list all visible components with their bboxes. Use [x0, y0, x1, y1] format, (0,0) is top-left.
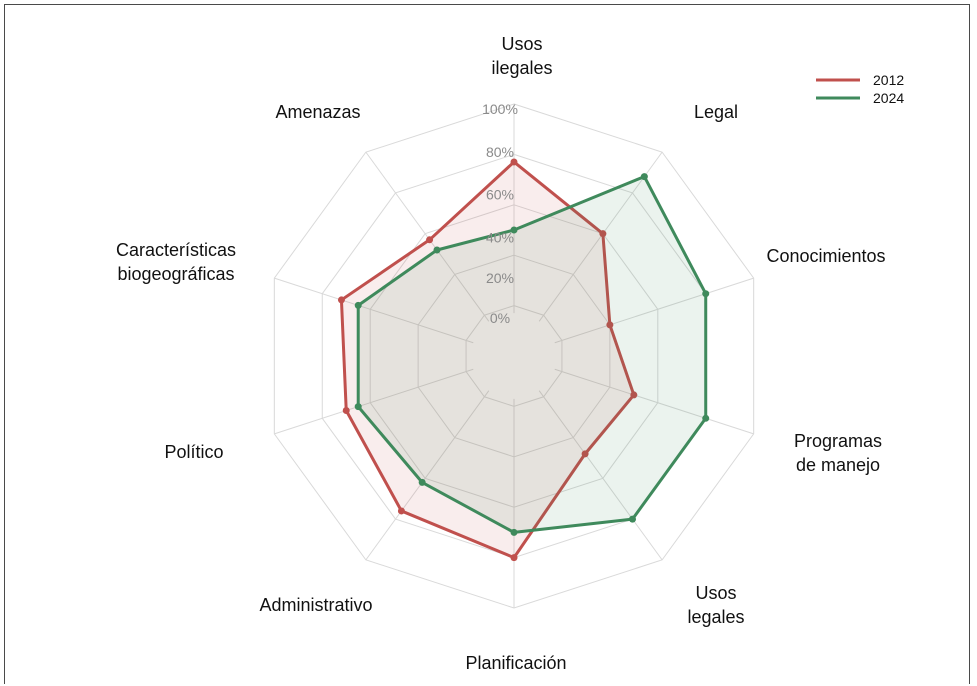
series-2012-point — [606, 321, 614, 329]
axis-label: Programas de manejo — [794, 431, 882, 475]
series-2024-point — [433, 246, 441, 254]
series-2024-point — [702, 290, 710, 298]
axis-label: Amenazas — [275, 102, 360, 122]
series-2024-point — [354, 301, 362, 309]
axis-label: Planificación — [465, 653, 566, 673]
axis-label: Usos ilegales — [491, 34, 552, 78]
series-layer — [337, 158, 710, 562]
series-2012-point — [581, 450, 589, 458]
r-tick-label: 40% — [486, 230, 514, 246]
grid-spoke — [554, 368, 754, 435]
series-2012-point — [510, 158, 518, 166]
r-tick-label: 0% — [490, 310, 510, 326]
series-2024-point — [418, 478, 426, 486]
series-2012 — [337, 158, 638, 562]
grid-spoke — [274, 368, 474, 435]
series-2024-point — [510, 226, 518, 234]
series-2024 — [354, 173, 710, 536]
grid-spoke — [538, 390, 663, 561]
grid-spoke — [365, 151, 490, 322]
axis-label: Administrativo — [259, 595, 372, 615]
axis-label: Usos legales — [687, 583, 744, 627]
grid-spoke — [554, 277, 754, 344]
r-tick-label: 60% — [486, 187, 514, 203]
series-2024-point — [354, 403, 362, 411]
chart-frame — [4, 4, 970, 684]
series-2012-point — [599, 230, 607, 238]
tick-labels: 0% 20% 40% 60% 80% 100% — [482, 101, 518, 326]
series-2012-point — [342, 407, 350, 415]
axis-label: Legal — [694, 102, 738, 122]
axis-label: Conocimientos — [766, 246, 885, 266]
series-2024-point — [702, 414, 710, 422]
axis-label: Político — [164, 442, 223, 462]
r-tick-label: 20% — [486, 270, 514, 286]
r-tick-label: 100% — [482, 101, 518, 117]
series-2012-point — [510, 554, 518, 562]
series-2024-point — [628, 515, 636, 523]
legend: 2012 2024 — [816, 72, 904, 106]
legend-label-2012: 2012 — [873, 72, 904, 88]
series-2012-point — [397, 507, 405, 515]
series-2024-point — [640, 173, 648, 181]
r-tick-label: 80% — [486, 144, 514, 160]
radar-grid — [273, 103, 755, 609]
grid-spoke — [538, 151, 663, 322]
legend-label-2024: 2024 — [873, 90, 904, 106]
series-2012-point — [337, 296, 345, 304]
axis-labels: Usos ilegales Legal Conocimientos Programas d… — [116, 34, 886, 673]
axis-label: Características biogeográficas — [116, 240, 236, 284]
series-2012-point — [426, 236, 434, 244]
series-2024-point — [510, 528, 518, 536]
series-2012-point — [630, 391, 638, 399]
grid-spoke — [274, 277, 474, 344]
grid-spoke — [365, 390, 490, 561]
